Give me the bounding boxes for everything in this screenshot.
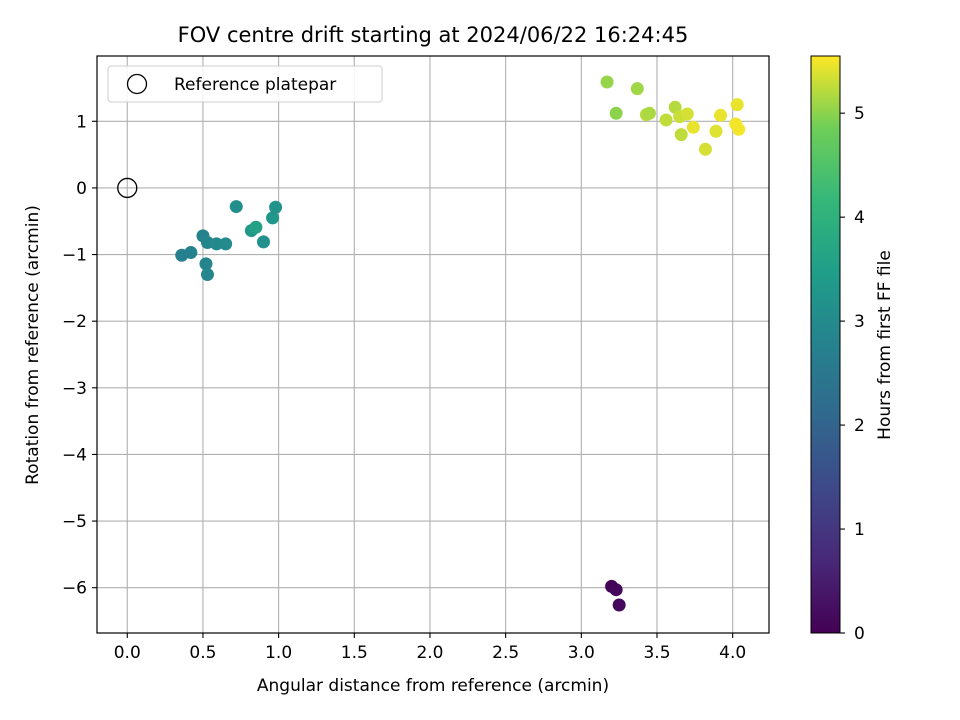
- legend-box: [107, 65, 383, 103]
- colorbar-tick-label: 2: [854, 416, 865, 436]
- data-point: [229, 200, 243, 214]
- data-point: [200, 268, 214, 282]
- colorbar-ticks: 0 1 2 3 4 5: [840, 104, 865, 644]
- plot-area: [117, 75, 746, 612]
- y-tick-label: −1: [62, 246, 87, 266]
- data-point: [612, 598, 626, 612]
- data-point: [674, 128, 688, 142]
- y-tick-label: −2: [62, 312, 87, 332]
- x-axis-title: Angular distance from reference (arcmin): [257, 676, 609, 696]
- data-point: [249, 220, 263, 234]
- x-tick-label: 0.5: [189, 643, 216, 663]
- y-axis: −6 −5 −4 −3 −2 −1 0 1: [62, 112, 97, 599]
- y-tick-label: −6: [62, 579, 87, 599]
- data-point: [630, 82, 644, 96]
- colorbar-tick-label: 4: [854, 208, 865, 228]
- data-point: [266, 211, 280, 225]
- y-axis-title: Rotation from reference (arcmin): [23, 205, 43, 485]
- colorbar-tick-label: 5: [854, 104, 865, 124]
- data-point: [686, 120, 700, 134]
- colorbar-tick-label: 3: [854, 312, 865, 332]
- x-tick-label: 1.0: [265, 643, 292, 663]
- chart-title: FOV centre drift starting at 2024/06/22 …: [178, 23, 689, 47]
- x-tick-label: 2.0: [416, 643, 443, 663]
- data-point: [698, 142, 712, 156]
- x-tick-label: 4.0: [719, 643, 746, 663]
- x-tick-label: 3.0: [568, 643, 595, 663]
- y-tick-label: 1: [76, 112, 87, 132]
- colorbar: 0 1 2 3 4 5 Hours from first FF file: [810, 55, 895, 644]
- data-point: [184, 246, 198, 260]
- data-point: [199, 257, 213, 271]
- data-point: [219, 237, 233, 251]
- data-point: [732, 122, 746, 136]
- legend-label-reference: Reference platepar: [174, 75, 336, 95]
- grid: [97, 56, 769, 633]
- data-point: [600, 75, 614, 89]
- colorbar-label: Hours from first FF file: [875, 250, 895, 440]
- colorbar-tick-label: 0: [854, 624, 865, 644]
- legend-marker-reference: [126, 73, 148, 95]
- colorbar-gradient: [810, 55, 841, 634]
- data-point: [642, 106, 656, 120]
- data-point: [714, 108, 728, 122]
- x-tick-label: 1.5: [341, 643, 368, 663]
- x-tick-label: 2.5: [492, 643, 519, 663]
- x-tick-label: 0.0: [114, 643, 141, 663]
- plot-frame: [96, 55, 770, 634]
- data-point: [659, 113, 673, 127]
- x-tick-label: 3.5: [643, 643, 670, 663]
- data-point: [269, 200, 283, 214]
- y-tick-label: −5: [62, 512, 87, 532]
- legend: Reference platepar: [107, 65, 383, 103]
- y-tick-label: −3: [62, 379, 87, 399]
- reference-marker: [117, 177, 138, 199]
- y-tick-label: −4: [62, 445, 87, 465]
- data-point: [709, 124, 723, 138]
- data-point: [256, 235, 270, 249]
- data-point: [609, 583, 623, 597]
- x-axis: 0.0 0.5 1.0 1.5 2.0 2.5 3.0 3.5 4.0: [114, 633, 746, 663]
- colorbar-tick-label: 1: [854, 520, 865, 540]
- data-point: [680, 107, 694, 121]
- data-point: [210, 237, 224, 251]
- data-point: [730, 98, 744, 112]
- data-point: [609, 106, 623, 120]
- y-tick-label: 0: [76, 179, 87, 199]
